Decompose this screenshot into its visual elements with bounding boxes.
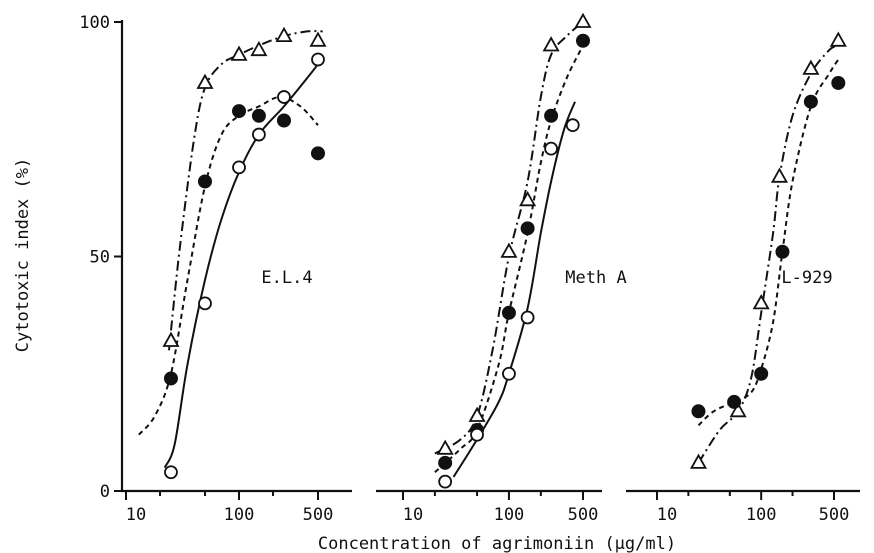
labels-layer: 0 50 100 10 100 500 E.L.4 10 100 500 Meth A 10 100 50… [79, 13, 849, 525]
x-tick-label-500-panel-3: 500 [819, 505, 850, 525]
data-point-circle-open-panel-1-5 [277, 90, 291, 104]
y-tick-label-0: 0 [100, 482, 110, 502]
data-point-circle-open-panel-2-2 [470, 427, 484, 442]
data-point-triangle-open-panel-3-5 [802, 59, 820, 75]
panel-label-1: E.L.4 [261, 268, 312, 288]
fit-curve-circle-open-panel-1 [163, 63, 319, 469]
x-tick-label-10-panel-2: 10 [403, 505, 423, 525]
data-point-circle-filled-panel-2-4 [520, 221, 535, 236]
data-point-circle-open-panel-2-6 [565, 118, 580, 133]
data-point-circle-open-panel-1-4 [252, 127, 266, 142]
data-point-triangle-open-panel-1-5 [275, 26, 293, 42]
data-point-circle-filled-panel-1-5 [276, 113, 291, 128]
data-point-triangle-open-panel-3-1 [689, 453, 708, 469]
fit-curve-triangle-open-panel-2 [434, 21, 584, 455]
data-point-triangle-open-panel-1-4 [250, 40, 268, 57]
data-point-circle-filled-panel-3-3 [754, 366, 769, 381]
panel-label-3: L-929 [781, 268, 832, 288]
data-point-triangle-open-panel-2-4 [519, 190, 537, 207]
data-point-circle-filled-panel-3-4 [775, 244, 790, 259]
fit-curve-circle-filled-panel-2 [434, 45, 584, 473]
data-point-circle-filled-panel-3-2 [727, 394, 742, 409]
y-tick-label-50: 50 [90, 248, 110, 268]
data-point-circle-filled-panel-2-1 [438, 455, 453, 470]
data-point-triangle-open-panel-3-3 [752, 294, 770, 310]
fit-curve-circle-open-panel-2 [452, 101, 576, 478]
fit-curve-triangle-open-panel-1 [168, 30, 323, 351]
data-point-circle-filled-panel-3-6 [831, 75, 846, 90]
fit-curve-triangle-open-panel-3 [697, 44, 839, 464]
data-point-triangle-open-panel-2-1 [436, 439, 454, 455]
data-point-circle-filled-panel-2-6 [576, 33, 590, 48]
data-point-circle-open-panel-1-6 [311, 52, 325, 67]
x-axis-title: Concentration of agrimoniin (μg/ml) [318, 534, 676, 553]
data-point-circle-filled-panel-3-5 [803, 94, 818, 109]
points-layer [162, 12, 847, 489]
data-point-triangle-open-panel-1-1 [162, 331, 180, 347]
data-point-triangle-open-panel-2-6 [574, 12, 592, 28]
x-tick-label-100-panel-2: 100 [494, 505, 525, 525]
data-point-circle-open-panel-1-3 [232, 160, 246, 175]
x-tick-label-100-panel-3: 100 [746, 505, 777, 525]
data-point-triangle-open-panel-2-5 [542, 36, 560, 52]
data-point-circle-filled-panel-1-1 [163, 371, 178, 386]
fit-curve-circle-filled-panel-3 [697, 58, 840, 427]
x-tick-label-10-panel-1: 10 [126, 505, 146, 525]
data-point-triangle-open-panel-3-6 [829, 31, 847, 47]
data-point-circle-filled-panel-2-5 [544, 108, 559, 123]
x-tick-label-10-panel-3: 10 [657, 505, 677, 525]
data-point-triangle-open-panel-3-4 [770, 167, 789, 183]
data-point-triangle-open-panel-3-2 [729, 401, 747, 418]
data-point-circle-filled-panel-1-4 [251, 108, 266, 123]
panel-label-2: Meth A [565, 268, 626, 288]
data-point-triangle-open-panel-1-6 [309, 31, 327, 47]
y-tick-label-100: 100 [79, 13, 110, 33]
data-point-circle-filled-panel-2-3 [501, 305, 516, 320]
data-point-circle-open-panel-2-4 [520, 310, 535, 325]
data-point-circle-filled-panel-3-1 [691, 404, 706, 419]
x-tick-label-500-panel-2: 500 [568, 505, 599, 525]
x-tick-label-500-panel-1: 500 [303, 505, 334, 525]
data-point-circle-open-panel-1-2 [198, 296, 212, 311]
y-axis-title: Cytotoxic index (%) [13, 158, 33, 352]
data-point-circle-filled-panel-1-6 [311, 146, 325, 161]
data-point-circle-open-panel-1-1 [164, 465, 178, 480]
data-point-triangle-open-panel-2-2 [468, 406, 486, 422]
data-point-triangle-open-panel-1-2 [196, 73, 214, 89]
axes-layer [114, 20, 860, 500]
fit-curve-circle-filled-panel-1 [138, 95, 319, 436]
data-point-triangle-open-panel-1-3 [230, 45, 248, 61]
x-tick-label-100-panel-1: 100 [224, 505, 255, 525]
data-point-circle-open-panel-2-3 [502, 366, 516, 381]
data-point-triangle-open-panel-2-3 [500, 242, 518, 258]
data-point-circle-open-panel-2-1 [438, 474, 453, 489]
data-point-circle-filled-panel-1-3 [232, 104, 247, 119]
data-point-circle-filled-panel-1-2 [197, 174, 212, 189]
data-point-circle-open-panel-2-5 [544, 141, 559, 156]
